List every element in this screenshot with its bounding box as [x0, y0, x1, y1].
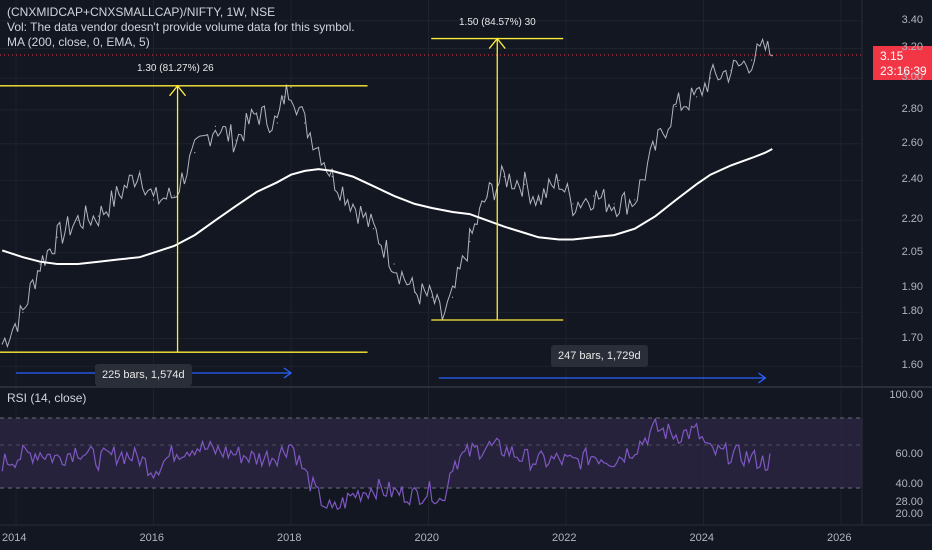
- ma-indicator-label[interactable]: MA (200, close, 0, EMA, 5): [7, 35, 150, 49]
- time-tick-label: 2018: [277, 532, 302, 544]
- time-tick-label: 2024: [689, 532, 714, 544]
- price-tick-label: 3.40: [901, 13, 923, 26]
- price-point: [139, 170, 141, 172]
- time-tick-label: 2014: [2, 532, 27, 544]
- price-point: [675, 105, 677, 108]
- price-point: [304, 122, 306, 124]
- last-price-tag: 3.15 23:16:39: [873, 46, 932, 80]
- price-tick-label: 1.90: [901, 280, 923, 293]
- measure-arrowhead: [169, 84, 187, 97]
- price-series: [1, 37, 773, 349]
- price-point: [654, 146, 656, 148]
- first-range-label: 225 bars, 1,574d: [95, 364, 192, 386]
- rsi-indicator-label[interactable]: RSI (14, close): [7, 391, 87, 405]
- price-point: [152, 199, 155, 201]
- moving-average-line: [1, 148, 773, 265]
- price-point: [256, 112, 258, 114]
- price-point: [276, 122, 278, 124]
- price-point: [235, 139, 237, 141]
- price-point: [613, 203, 615, 205]
- rsi-tick-label: 100.00: [889, 389, 923, 401]
- time-tick-label: 2016: [139, 532, 164, 544]
- ma-line: [1, 148, 773, 265]
- price-point: [634, 199, 636, 201]
- price-line: [1, 37, 773, 349]
- rsi-polyline: [1, 417, 771, 511]
- time-tick-label: 2026: [827, 532, 852, 544]
- price-point: [524, 183, 526, 185]
- price-point: [56, 236, 58, 238]
- price-point: [331, 175, 333, 178]
- price-point: [317, 146, 320, 148]
- price-point: [214, 125, 216, 127]
- range-arrowhead: [283, 367, 293, 379]
- price-tick-label: 3.20: [901, 41, 923, 54]
- price-tick-label: 2.20: [901, 213, 923, 226]
- price-tick-label: 2.40: [901, 173, 923, 186]
- price-point: [451, 296, 454, 298]
- price-point: [431, 296, 433, 298]
- bar-countdown: 23:16:39: [880, 64, 927, 78]
- chart-legend[interactable]: (CNXMIDCAP+CNXSMALLCAP)/NIFTY, 1W, NSE V…: [7, 5, 355, 50]
- price-point: [592, 195, 595, 197]
- rsi-tick-label: 28.00: [895, 495, 923, 508]
- first-rise-label: 1.30 (81.27%) 26: [137, 63, 214, 74]
- second-rise-label: 1.50 (84.57%) 30: [459, 17, 536, 28]
- price-point: [173, 195, 175, 197]
- price-point: [537, 199, 540, 201]
- time-tick-label: 2022: [552, 532, 577, 544]
- price-point: [194, 152, 196, 154]
- price-point: [503, 175, 505, 178]
- price-point: [1, 343, 3, 345]
- rsi-tick-label: 20.00: [895, 507, 923, 520]
- price-point: [696, 96, 698, 98]
- price-point: [372, 228, 375, 230]
- price-point: [352, 203, 354, 205]
- price-point: [39, 263, 41, 265]
- price-tick-label: 2.80: [901, 102, 923, 115]
- price-point: [393, 263, 395, 265]
- rsi-band: [0, 418, 862, 488]
- time-tick-label: 2020: [414, 532, 439, 544]
- symbol-title[interactable]: (CNXMIDCAP+CNXSMALLCAP)/NIFTY, 1W, NSE: [7, 5, 276, 19]
- price-point: [118, 193, 120, 195]
- rsi-tick-label: 40.00: [895, 477, 923, 490]
- second-range-label: 247 bars, 1,729d: [551, 345, 648, 367]
- price-point: [22, 311, 24, 313]
- price-point: [77, 219, 79, 221]
- price-range-measures[interactable]: [0, 37, 564, 353]
- rsi-line: [1, 417, 771, 511]
- range-arrowhead: [757, 372, 767, 384]
- price-point: [414, 291, 416, 293]
- price-tick-label: 2.60: [901, 136, 923, 149]
- volume-note: Vol: The data vendor doesn't provide vol…: [7, 20, 355, 34]
- price-tick-label: 1.70: [901, 331, 923, 344]
- price-tick-label: 3.00: [901, 71, 923, 84]
- price-tick-label: 2.05: [901, 245, 923, 258]
- price-tick-label: 1.80: [901, 305, 923, 318]
- price-point: [97, 215, 100, 217]
- price-point: [709, 77, 711, 79]
- price-point: [771, 55, 773, 57]
- rsi-tick-label: 60.00: [895, 448, 923, 461]
- price-point: [469, 241, 471, 243]
- measure-arrowhead: [488, 37, 506, 49]
- price-tick-label: 1.60: [901, 359, 923, 372]
- price-point: [290, 86, 292, 88]
- price-point: [558, 179, 560, 182]
- price-point: [441, 316, 443, 319]
- price-point: [486, 195, 488, 197]
- price-point: [751, 59, 753, 61]
- price-point: [730, 69, 732, 72]
- price-point: [572, 203, 574, 205]
- price-point: [764, 47, 766, 50]
- last-price-value: 3.15: [880, 49, 904, 63]
- price-point: [283, 96, 285, 98]
